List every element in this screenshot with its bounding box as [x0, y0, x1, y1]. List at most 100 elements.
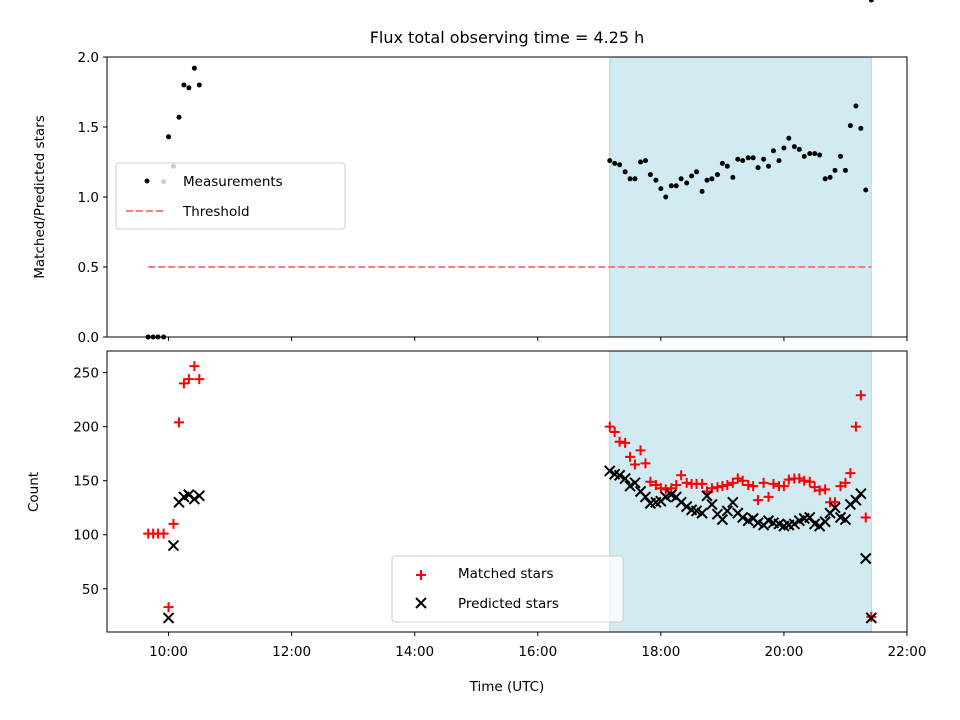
matched-stars-point	[783, 474, 794, 485]
measurements-point	[678, 176, 684, 182]
x-tick-label: 16:00	[518, 644, 557, 660]
measurements-point	[812, 151, 818, 157]
legend-frame	[391, 555, 624, 623]
measurements-point	[740, 158, 746, 164]
measurements-point	[663, 194, 669, 200]
predicted-stars-point	[721, 505, 734, 517]
predicted-stars-point	[706, 498, 718, 511]
panel-ratio-x-ticks	[168, 337, 908, 341]
y-tick-label: 1.5	[78, 120, 99, 136]
x-tick-label: 10:00	[149, 644, 188, 660]
legend-matched-label: Matched stars	[458, 566, 554, 582]
y-tick-label: 100	[73, 528, 99, 544]
measurements-point	[627, 176, 633, 182]
matched-stars-point	[737, 475, 748, 486]
y-tick-label: 0.0	[78, 330, 99, 346]
measurements-point	[770, 148, 776, 154]
predicted-stars-point	[727, 496, 739, 509]
matched-stars-point	[830, 497, 840, 508]
predicted-stars-point	[829, 502, 841, 514]
matched-stars-point	[183, 374, 194, 385]
x-tick-label: 22:00	[888, 644, 927, 660]
matched-stars-point	[814, 485, 825, 496]
measurements-point	[842, 167, 848, 173]
matched-stars-point	[717, 481, 728, 492]
measurements-point	[853, 103, 859, 109]
legend-measurements-marker	[144, 178, 150, 184]
matched-stars-point	[820, 484, 831, 495]
measurements-point	[684, 180, 690, 186]
measurements-point	[786, 135, 792, 141]
measurements-point	[755, 165, 761, 171]
predicted-stars-point	[716, 513, 729, 526]
matched-stars-point	[168, 518, 179, 529]
measurements-point	[632, 176, 638, 182]
matched-stars-point	[712, 482, 723, 493]
matched-stars-point	[722, 480, 733, 491]
matched-stars-point	[697, 478, 708, 489]
measurements-point	[668, 183, 674, 189]
y-tick-label: 1.0	[78, 190, 99, 206]
matched-stars-point	[620, 437, 631, 448]
matched-stars-point	[640, 458, 651, 469]
x-axis-label: Time (UTC)	[469, 679, 545, 695]
observing-interval-shade	[609, 351, 872, 632]
measurements-point	[196, 82, 202, 88]
measurements-point	[863, 187, 869, 193]
panel-ratio: 0.00.51.01.52.0 Matched/Predicted stars …	[32, 0, 908, 346]
measurements-point	[750, 155, 756, 161]
legend-predicted-marker	[415, 597, 427, 609]
measurements-point	[699, 188, 705, 194]
measurements-point	[658, 186, 664, 192]
predicted-stars-point	[629, 477, 641, 489]
measurements-point	[832, 167, 838, 173]
matched-stars-point	[850, 421, 861, 432]
x-tick-label: 12:00	[272, 644, 311, 660]
legend-predicted-label: Predicted stars	[458, 596, 559, 612]
panel-counts-shaded-region	[609, 351, 872, 632]
matched-stars-point	[753, 495, 764, 506]
matched-stars-point	[845, 468, 856, 479]
matched-stars-point	[778, 481, 789, 492]
x-tick-label: 18:00	[641, 644, 680, 660]
panel-counts-marks	[143, 361, 878, 624]
panel-counts: 50 100 150 200 250 10:00 12:00 14:00 16:00 18:00…	[26, 350, 927, 695]
matched-stars-point	[635, 445, 646, 456]
measurements-point	[689, 173, 695, 179]
predicted-stars-point	[193, 490, 206, 502]
legend-threshold-label: Threshold	[182, 204, 250, 220]
chart-title: Flux total observing time = 4.25 h	[370, 28, 645, 47]
matched-stars-point	[768, 478, 779, 489]
panel-counts-legend: Matched stars Predicted stars	[391, 555, 624, 623]
measurements-point	[642, 158, 648, 164]
measurements-point	[673, 183, 679, 189]
y-tick-label: 200	[73, 420, 99, 436]
predicted-stars-point	[736, 511, 749, 524]
observing-interval-shade	[609, 57, 872, 337]
matched-stars-point	[194, 374, 205, 385]
predicted-stars-point	[819, 516, 831, 528]
panel-ratio-shaded-region	[609, 57, 872, 337]
matched-stars-point	[748, 481, 759, 492]
matched-stars-point	[676, 470, 687, 481]
matched-stars-point	[671, 480, 682, 491]
matched-stars-point	[158, 528, 169, 539]
matched-stars-point	[655, 483, 666, 494]
measurements-point	[827, 174, 833, 180]
measurements-point	[166, 134, 172, 140]
panel-counts-frame	[106, 350, 908, 633]
matched-stars-point	[860, 512, 871, 523]
matched-stars-point	[758, 477, 769, 488]
matched-stars-point	[189, 361, 200, 372]
measurements-point	[781, 145, 787, 151]
measurements-point	[796, 146, 802, 152]
matched-stars-point	[630, 459, 640, 470]
predicted-stars-point	[855, 487, 867, 500]
matched-stars-point	[804, 476, 815, 487]
predicted-stars-point	[860, 552, 872, 565]
measurements-point	[766, 163, 772, 169]
predicted-stars-point	[696, 507, 708, 519]
measurements-point	[868, 0, 874, 3]
measurements-point	[807, 151, 813, 157]
